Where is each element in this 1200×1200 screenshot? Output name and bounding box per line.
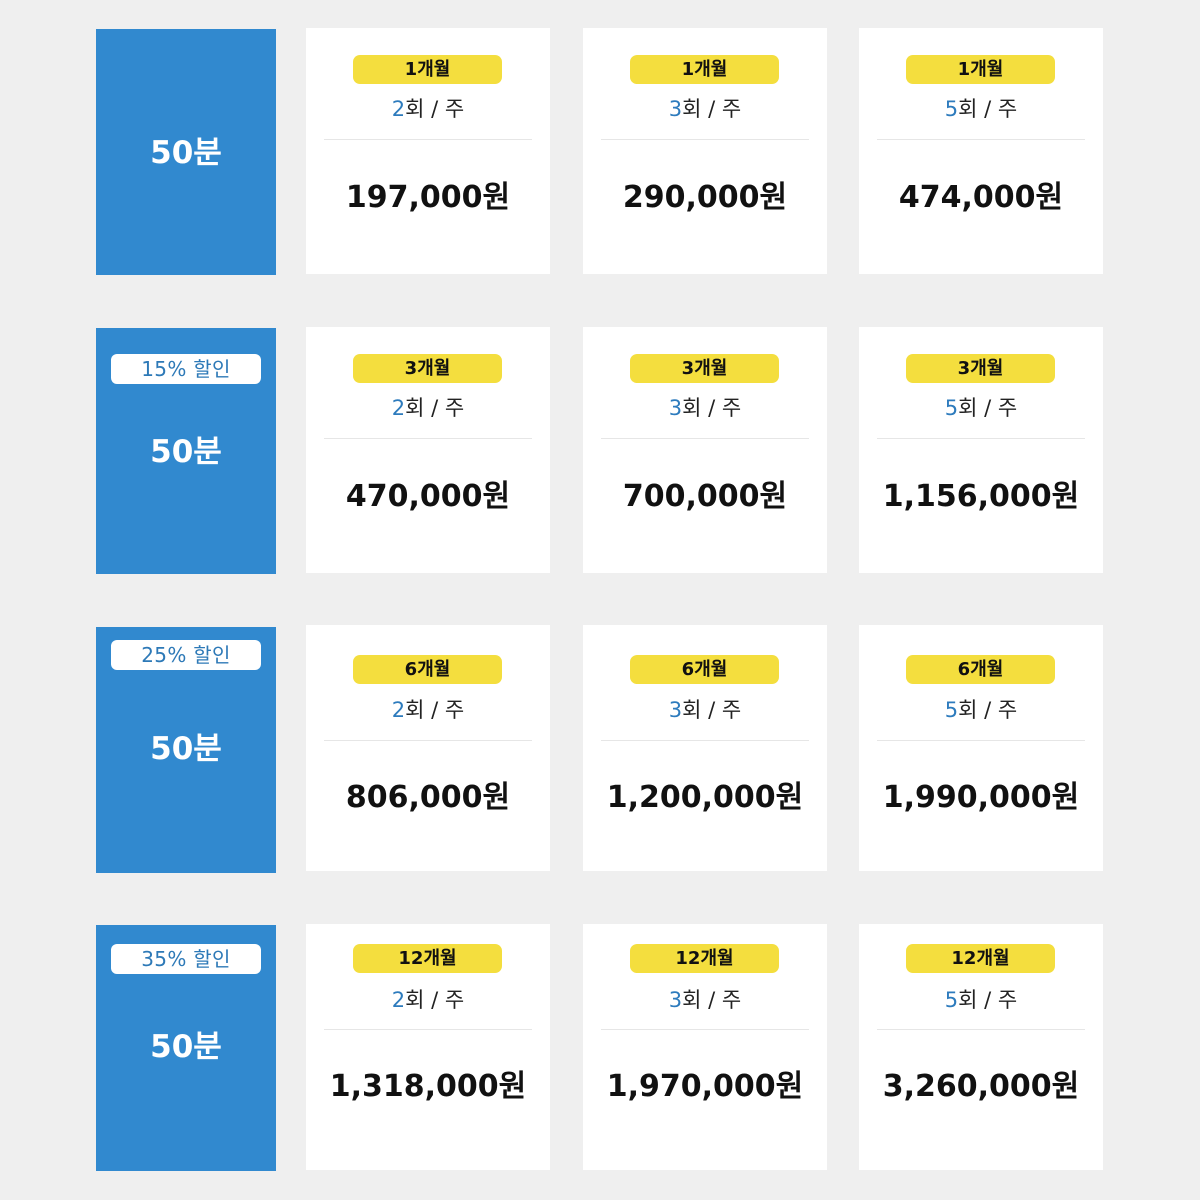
price-card[interactable]: 6개월 2회 / 주 806,000원 — [306, 625, 550, 871]
card-divider — [324, 438, 532, 439]
plan-row-12-months: 35% 할인 50분 12개월 2회 / 주 1,318,000원 12개월 3… — [0, 924, 1200, 1171]
plan-row-3-months: 15% 할인 50분 3개월 2회 / 주 470,000원 3개월 3회 / … — [0, 327, 1200, 574]
card-divider — [324, 740, 532, 741]
frequency-count: 2 — [391, 97, 406, 121]
frequency-label: 2회 / 주 — [306, 393, 550, 423]
price-value: 1,990,000원 — [882, 780, 1080, 815]
frequency-unit: 회 / 주 — [958, 698, 1018, 722]
period-badge: 1개월 — [353, 55, 502, 84]
price-value: 474,000원 — [898, 180, 1064, 215]
price-card[interactable]: 1개월 5회 / 주 474,000원 — [859, 28, 1103, 274]
price-value: 470,000원 — [345, 479, 511, 514]
frequency-count: 2 — [391, 396, 406, 420]
frequency-unit: 회 / 주 — [682, 988, 742, 1012]
period-badge: 1개월 — [630, 55, 779, 84]
period-badge: 6개월 — [630, 655, 779, 684]
frequency-label: 2회 / 주 — [306, 695, 550, 725]
price-value: 1,156,000원 — [882, 479, 1080, 514]
duration-tile: 35% 할인 50분 — [96, 925, 276, 1171]
price-value: 806,000원 — [345, 780, 511, 815]
discount-badge: 35% 할인 — [111, 944, 261, 974]
frequency-count: 3 — [668, 698, 683, 722]
price-value: 1,318,000원 — [329, 1069, 527, 1104]
card-divider — [324, 1029, 532, 1030]
frequency-label: 5회 / 주 — [859, 94, 1103, 124]
period-badge: 6개월 — [906, 655, 1055, 684]
frequency-count: 2 — [391, 988, 406, 1012]
frequency-label: 5회 / 주 — [859, 393, 1103, 423]
price-value: 197,000원 — [345, 180, 511, 215]
price-card[interactable]: 3개월 5회 / 주 1,156,000원 — [859, 327, 1103, 573]
frequency-count: 5 — [944, 988, 959, 1012]
frequency-count: 2 — [391, 698, 406, 722]
price-card[interactable]: 1개월 3회 / 주 290,000원 — [583, 28, 827, 274]
period-badge: 1개월 — [906, 55, 1055, 84]
period-badge: 6개월 — [353, 655, 502, 684]
card-divider — [877, 1029, 1085, 1030]
frequency-label: 3회 / 주 — [583, 695, 827, 725]
price-card[interactable]: 12개월 5회 / 주 3,260,000원 — [859, 924, 1103, 1170]
discount-badge: 15% 할인 — [111, 354, 261, 384]
frequency-label: 5회 / 주 — [859, 695, 1103, 725]
frequency-unit: 회 / 주 — [405, 396, 465, 420]
price-card[interactable]: 12개월 3회 / 주 1,970,000원 — [583, 924, 827, 1170]
card-divider — [601, 1029, 809, 1030]
price-value: 290,000원 — [622, 180, 788, 215]
plan-row-6-months: 25% 할인 50분 6개월 2회 / 주 806,000원 6개월 3회 / … — [0, 625, 1200, 873]
card-divider — [601, 740, 809, 741]
price-card[interactable]: 3개월 3회 / 주 700,000원 — [583, 327, 827, 573]
price-value: 1,200,000원 — [606, 780, 804, 815]
frequency-label: 5회 / 주 — [859, 985, 1103, 1015]
frequency-count: 3 — [668, 988, 683, 1012]
frequency-unit: 회 / 주 — [958, 396, 1018, 420]
period-badge: 12개월 — [353, 944, 502, 973]
frequency-unit: 회 / 주 — [682, 698, 742, 722]
frequency-count: 3 — [668, 97, 683, 121]
duration-label: 50분 — [150, 434, 222, 470]
card-divider — [324, 139, 532, 140]
frequency-count: 5 — [944, 698, 959, 722]
price-value: 3,260,000원 — [882, 1069, 1080, 1104]
duration-tile: 25% 할인 50분 — [96, 627, 276, 873]
price-card[interactable]: 6개월 3회 / 주 1,200,000원 — [583, 625, 827, 871]
plan-row-1-month: 50분 1개월 2회 / 주 197,000원 1개월 3회 / 주 290,0… — [0, 28, 1200, 275]
period-badge: 3개월 — [353, 354, 502, 383]
frequency-label: 3회 / 주 — [583, 985, 827, 1015]
price-card[interactable]: 6개월 5회 / 주 1,990,000원 — [859, 625, 1103, 871]
frequency-label: 3회 / 주 — [583, 94, 827, 124]
frequency-label: 2회 / 주 — [306, 985, 550, 1015]
card-divider — [877, 139, 1085, 140]
frequency-count: 5 — [944, 396, 959, 420]
price-value: 1,970,000원 — [606, 1069, 804, 1104]
price-card[interactable]: 1개월 2회 / 주 197,000원 — [306, 28, 550, 274]
duration-label: 50분 — [150, 1029, 222, 1065]
card-divider — [601, 438, 809, 439]
period-badge: 12개월 — [906, 944, 1055, 973]
frequency-unit: 회 / 주 — [405, 97, 465, 121]
price-card[interactable]: 3개월 2회 / 주 470,000원 — [306, 327, 550, 573]
period-badge: 3개월 — [630, 354, 779, 383]
frequency-unit: 회 / 주 — [682, 396, 742, 420]
price-card[interactable]: 12개월 2회 / 주 1,318,000원 — [306, 924, 550, 1170]
duration-tile: 50분 — [96, 29, 276, 275]
frequency-unit: 회 / 주 — [405, 988, 465, 1012]
frequency-unit: 회 / 주 — [405, 698, 465, 722]
frequency-unit: 회 / 주 — [958, 97, 1018, 121]
frequency-label: 2회 / 주 — [306, 94, 550, 124]
frequency-count: 3 — [668, 396, 683, 420]
card-divider — [877, 740, 1085, 741]
frequency-unit: 회 / 주 — [682, 97, 742, 121]
duration-tile: 15% 할인 50분 — [96, 328, 276, 574]
duration-label: 50분 — [150, 731, 222, 767]
card-divider — [877, 438, 1085, 439]
period-badge: 3개월 — [906, 354, 1055, 383]
card-divider — [601, 139, 809, 140]
frequency-label: 3회 / 주 — [583, 393, 827, 423]
discount-badge: 25% 할인 — [111, 640, 261, 670]
duration-label: 50분 — [150, 135, 222, 171]
frequency-unit: 회 / 주 — [958, 988, 1018, 1012]
price-value: 700,000원 — [622, 479, 788, 514]
period-badge: 12개월 — [630, 944, 779, 973]
frequency-count: 5 — [944, 97, 959, 121]
